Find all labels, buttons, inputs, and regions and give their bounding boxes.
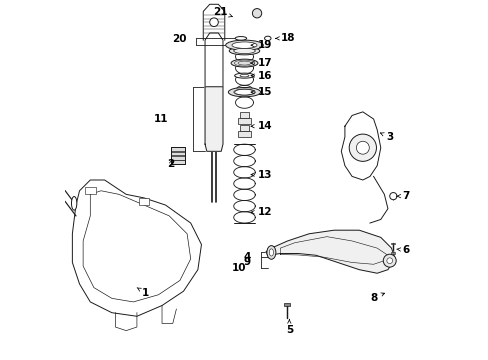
- Ellipse shape: [269, 249, 273, 256]
- Text: 6: 6: [396, 245, 409, 255]
- Bar: [284, 303, 289, 306]
- Text: 7: 7: [396, 191, 409, 201]
- Bar: [171, 156, 184, 159]
- Text: 17: 17: [250, 58, 272, 68]
- Ellipse shape: [233, 48, 255, 54]
- Ellipse shape: [229, 47, 259, 55]
- Text: 10: 10: [232, 263, 246, 273]
- Ellipse shape: [234, 89, 254, 95]
- Text: 20: 20: [172, 34, 187, 44]
- Text: 2: 2: [167, 159, 174, 169]
- Text: 18: 18: [275, 33, 295, 43]
- Ellipse shape: [234, 73, 254, 78]
- Text: 9: 9: [244, 257, 250, 267]
- Text: 4: 4: [243, 252, 250, 262]
- Circle shape: [389, 193, 396, 200]
- Polygon shape: [265, 230, 394, 273]
- Polygon shape: [204, 87, 223, 151]
- Bar: [390, 252, 395, 253]
- Text: 16: 16: [250, 71, 272, 81]
- Bar: [171, 160, 184, 164]
- Text: 19: 19: [250, 40, 272, 50]
- Circle shape: [348, 134, 376, 161]
- Bar: [171, 147, 184, 151]
- Bar: [240, 125, 248, 131]
- Bar: [390, 243, 395, 244]
- Text: 1: 1: [137, 288, 149, 298]
- Bar: [238, 118, 250, 124]
- Bar: [139, 198, 149, 205]
- Ellipse shape: [225, 40, 263, 50]
- Text: 12: 12: [250, 207, 272, 217]
- Text: 21: 21: [212, 7, 232, 17]
- Circle shape: [386, 258, 392, 264]
- Text: 14: 14: [250, 121, 272, 131]
- Text: 15: 15: [250, 87, 272, 97]
- Bar: [171, 152, 184, 155]
- Circle shape: [209, 18, 218, 27]
- Circle shape: [383, 254, 395, 267]
- Text: 3: 3: [380, 132, 393, 142]
- Bar: [240, 112, 248, 118]
- Text: 11: 11: [154, 114, 168, 124]
- Ellipse shape: [264, 36, 270, 41]
- Text: 13: 13: [250, 170, 272, 180]
- Text: 5: 5: [285, 319, 292, 335]
- Circle shape: [252, 9, 261, 18]
- Ellipse shape: [231, 42, 257, 48]
- Bar: [171, 147, 184, 164]
- Text: 8: 8: [369, 293, 384, 303]
- Ellipse shape: [71, 197, 77, 210]
- Circle shape: [356, 141, 368, 154]
- Ellipse shape: [240, 75, 248, 77]
- Ellipse shape: [266, 246, 275, 259]
- Ellipse shape: [230, 59, 258, 67]
- Bar: [85, 187, 96, 194]
- Bar: [238, 131, 250, 137]
- Ellipse shape: [235, 37, 246, 40]
- Ellipse shape: [228, 87, 260, 97]
